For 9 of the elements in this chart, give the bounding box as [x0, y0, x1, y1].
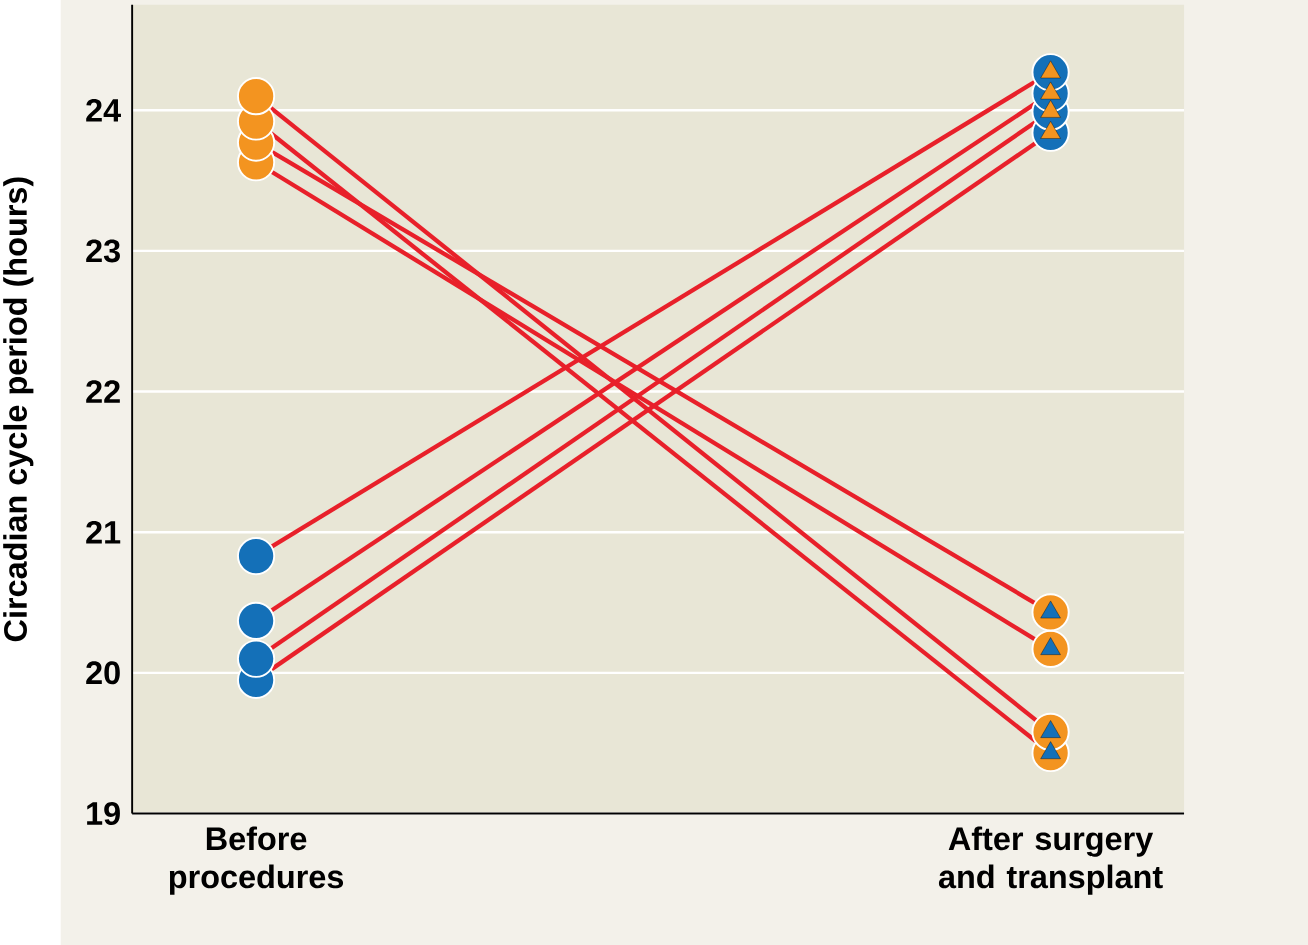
y-tick-label: 20: [86, 661, 120, 685]
y-tick-label: 24: [86, 98, 121, 122]
x-tick-label: Before procedures: [169, 826, 344, 895]
y-tick-label: 21: [86, 520, 121, 544]
x-tick-label: After surgery and transplant: [938, 826, 1163, 895]
y-tick-label: 23: [86, 239, 120, 263]
y-tick-label: 19: [87, 801, 120, 825]
y-tick-label: 22: [86, 380, 120, 403]
y-axis-title: Circadian cycle period (hours): [3, 177, 34, 642]
